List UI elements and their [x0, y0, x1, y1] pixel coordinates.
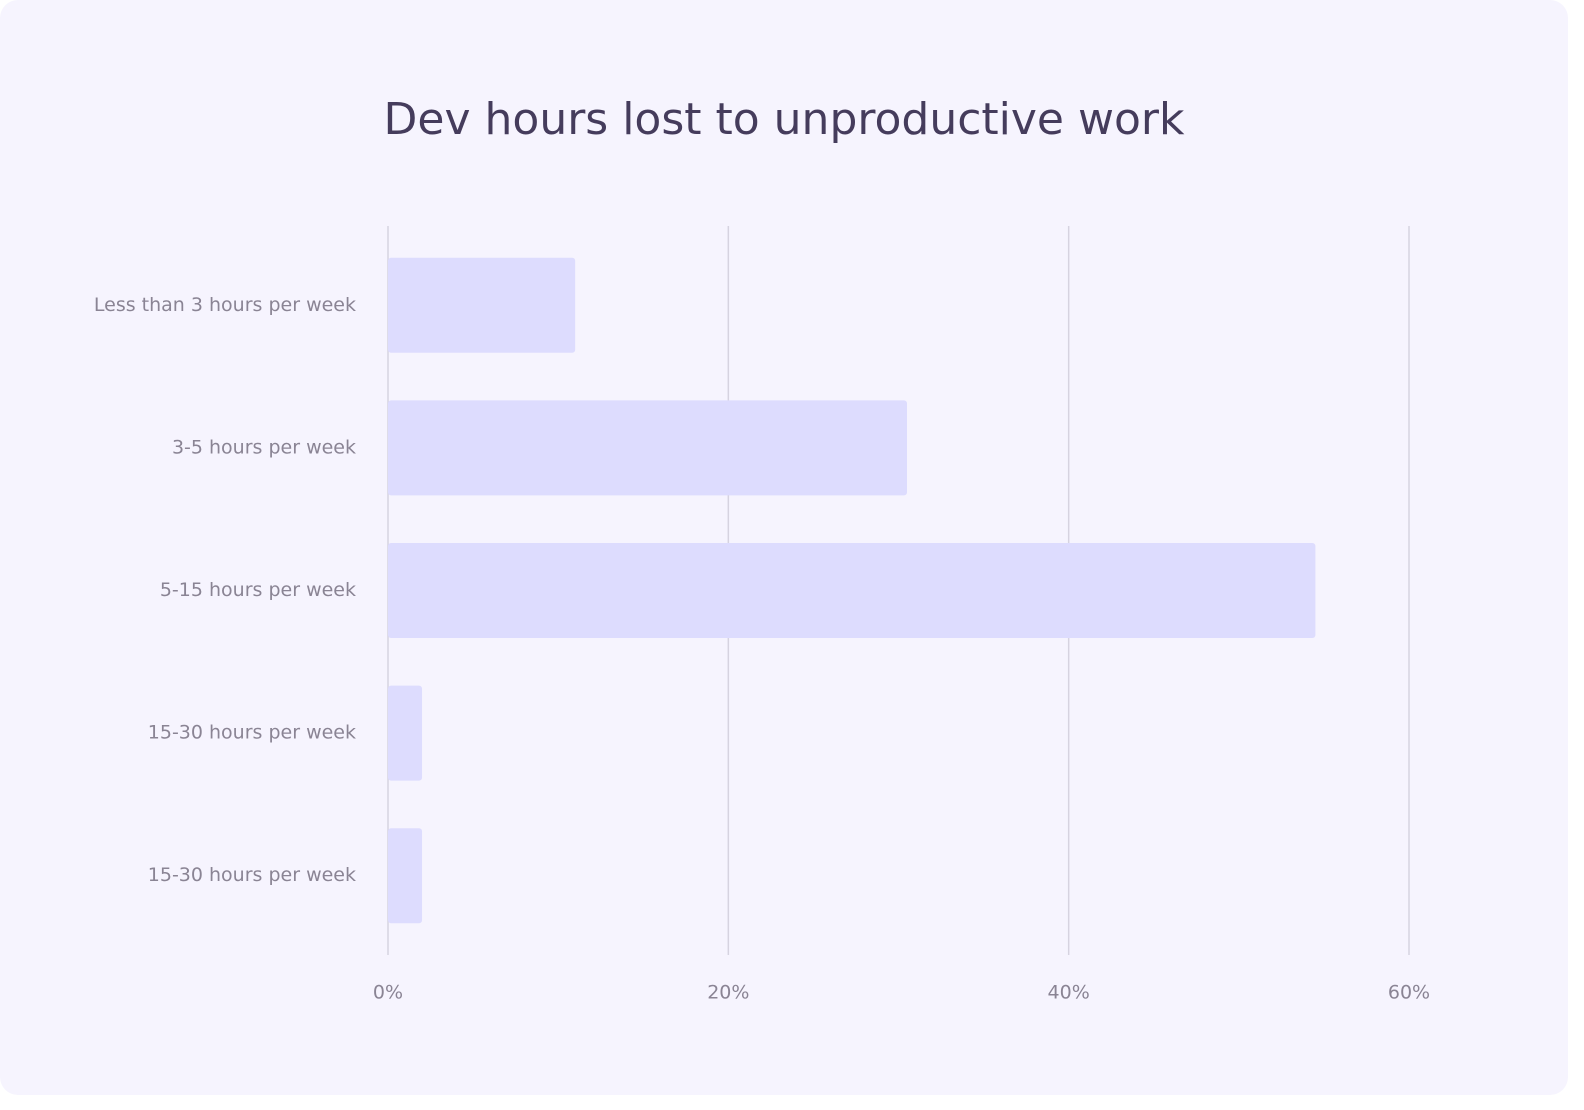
- y-tick-label: 15-30 hours per week: [148, 864, 356, 886]
- x-tick-label: 60%: [1388, 982, 1430, 1004]
- x-tick-label: 0%: [373, 982, 403, 1004]
- bar: [388, 828, 423, 924]
- y-tick-label: Less than 3 hours per week: [94, 294, 356, 316]
- y-tick-label: 5-15 hours per week: [160, 579, 356, 601]
- y-tick-label: 15-30 hours per week: [148, 722, 356, 744]
- bar: [388, 685, 423, 781]
- y-tick-label: 3-5 hours per week: [172, 436, 356, 458]
- chart-title: Dev hours lost to unproductive work: [384, 94, 1185, 145]
- x-tick-label: 40%: [1048, 982, 1090, 1004]
- x-tick-label: 20%: [707, 982, 749, 1004]
- bar: [388, 543, 1316, 638]
- bar: [388, 257, 576, 353]
- bar: [388, 400, 908, 496]
